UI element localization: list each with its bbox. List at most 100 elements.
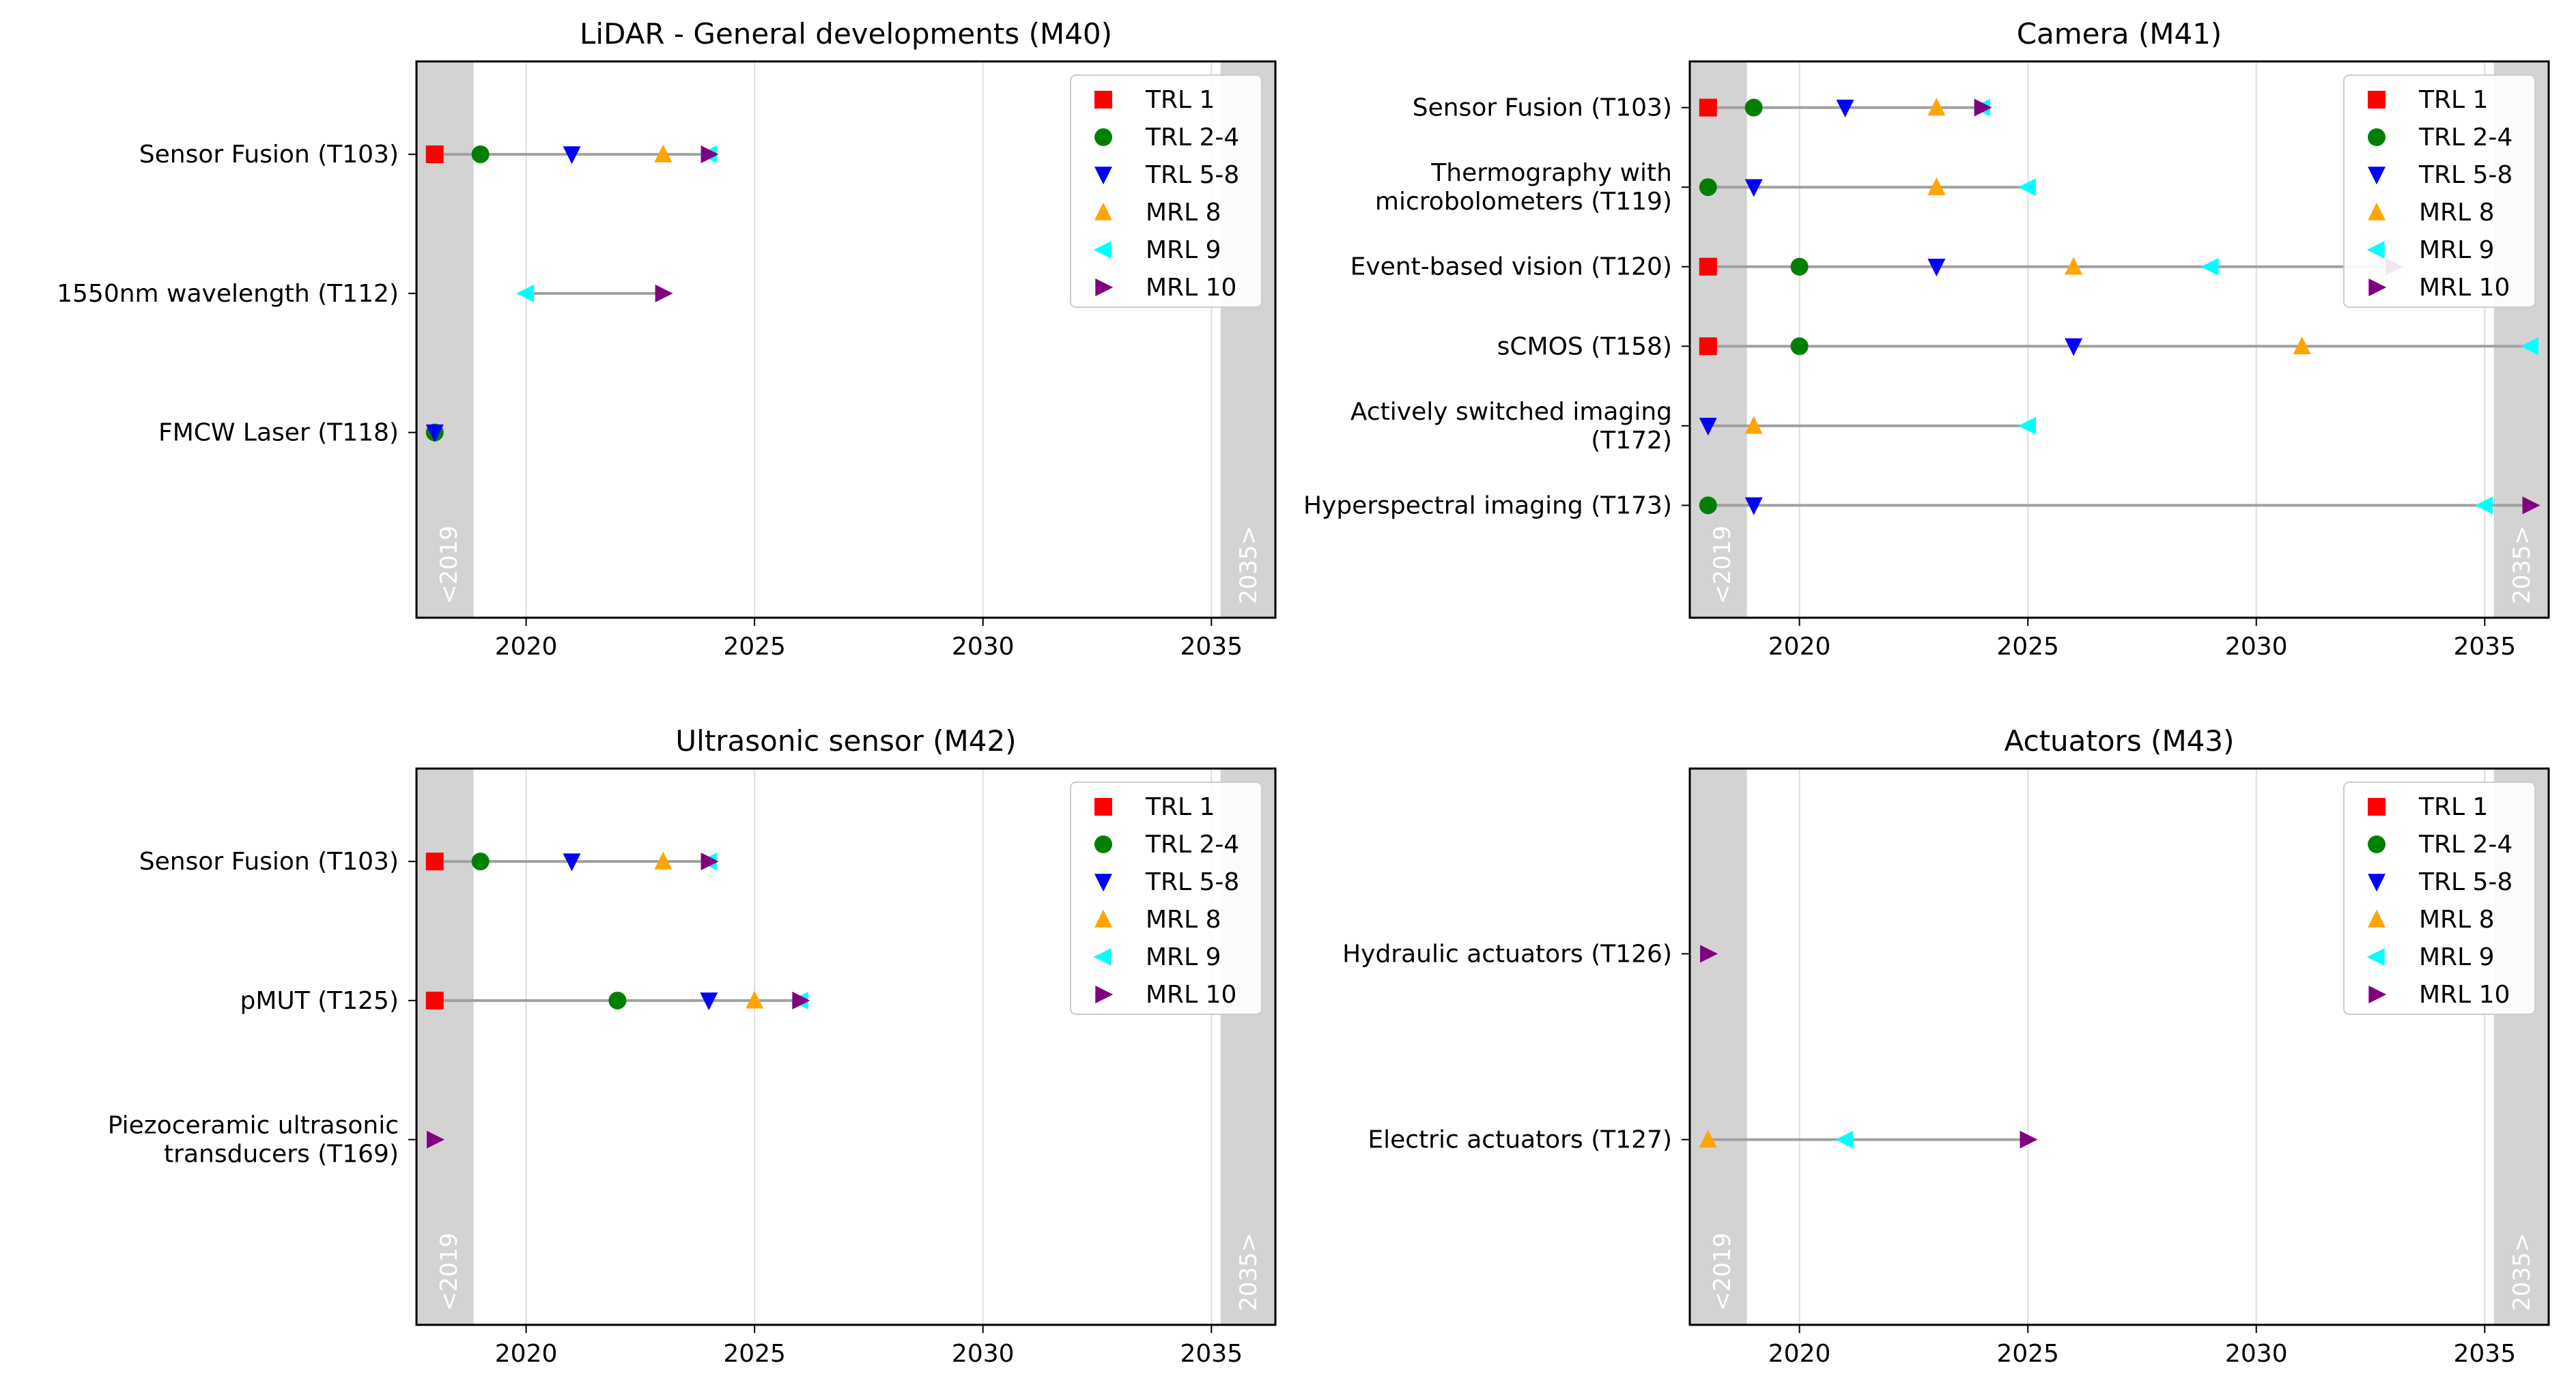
past-band <box>1690 769 1747 1325</box>
marker-mrl-8 <box>654 144 673 162</box>
band-label-left: <2019 <box>436 1233 463 1311</box>
marker-mrl-10 <box>1974 98 1992 117</box>
legend-marker-mrl-8 <box>2368 909 2386 928</box>
x-tick-label: 2035 <box>1180 633 1243 661</box>
marker-trl-1 <box>425 853 444 871</box>
legend-box <box>2343 74 2536 308</box>
panel-2: <2019 2035> Sensor Fusion (T103) Thermograp… <box>1303 17 2550 661</box>
marker-trl-2-4 <box>1790 337 1809 356</box>
row-label-line: Hyperspectral imaging (T173) <box>1303 491 1672 519</box>
marker-mrl-8 <box>1699 1130 1717 1148</box>
row-label: Sensor Fusion (T103) <box>139 848 399 876</box>
x-tick-label: 2025 <box>1996 633 2059 661</box>
marker-mrl-10 <box>2020 1130 2038 1149</box>
legend-label-mrl-8: MRL 8 <box>1146 199 1221 227</box>
legend-label-mrl-10: MRL 10 <box>1146 981 1236 1009</box>
marker-trl-5-8 <box>425 424 444 442</box>
panel-title: Actuators (M43) <box>2004 724 2234 758</box>
row-label: Electric actuators (T127) <box>1368 1126 1672 1154</box>
row-label-line: sCMOS (T158) <box>1497 332 1672 360</box>
legend-marker-trl-1 <box>1094 798 1112 816</box>
row-label-line: Event-based vision (T120) <box>1350 253 1672 281</box>
marker-mrl-10 <box>2522 496 2540 515</box>
x-tick-label: 2025 <box>723 1340 786 1368</box>
marker-trl-1 <box>425 991 444 1009</box>
marker-trl-5-8 <box>1836 99 1854 117</box>
panel-title: Camera (M41) <box>2017 17 2222 51</box>
legend-marker-mrl-10 <box>2368 986 2387 1003</box>
legend: TRL 1 TRL 2-4 TRL 5-8 MRL 8 MRL 9 MRL 10 <box>1070 74 1262 308</box>
row-label-line: pMUT (T125) <box>240 987 399 1015</box>
marker-mrl-9 <box>1835 1130 1854 1149</box>
row-label: Actively switched imaging (T172) <box>1350 398 1672 455</box>
marker-mrl-8 <box>2293 336 2311 354</box>
marker-mrl-9 <box>2520 337 2538 356</box>
marker-trl-2-4 <box>471 145 490 164</box>
marker-trl-2-4 <box>1744 98 1763 117</box>
marker-mrl-10 <box>700 145 719 164</box>
legend-label-trl-2-4: TRL 2-4 <box>2418 124 2513 152</box>
marker-mrl-9 <box>2475 496 2493 515</box>
x-tick-label: 2025 <box>723 633 786 661</box>
legend-marker-mrl-8 <box>1094 202 1112 220</box>
marker-mrl-9 <box>516 284 535 302</box>
row-label: 1550nm wavelength (T112) <box>57 280 399 308</box>
row-label: sCMOS (T158) <box>1497 332 1672 360</box>
legend-marker-mrl-8 <box>2368 202 2386 220</box>
row-label-line: Actively switched imaging <box>1350 398 1672 426</box>
x-tick-label: 2020 <box>1768 1340 1831 1368</box>
x-tick-label: 2030 <box>952 633 1015 661</box>
marker-trl-5-8 <box>2065 338 2083 356</box>
band-label-right: 2035> <box>1235 1233 1262 1311</box>
legend-label-trl-5-8: TRL 5-8 <box>1145 161 1239 189</box>
x-tick-label: 2030 <box>952 1340 1015 1368</box>
row-label-line: Sensor Fusion (T103) <box>139 848 399 876</box>
row-label-line: Hydraulic actuators (T126) <box>1342 940 1672 968</box>
marker-trl-5-8 <box>1699 418 1717 436</box>
legend-label-trl-2-4: TRL 2-4 <box>2418 831 2513 859</box>
marker-trl-5-8 <box>700 992 718 1011</box>
marker-mrl-10 <box>427 1130 445 1149</box>
row-label: pMUT (T125) <box>240 987 399 1015</box>
row-label-line: (T172) <box>1591 427 1672 455</box>
legend-marker-mrl-8 <box>1094 909 1112 928</box>
plot-frame <box>415 767 1277 1326</box>
legend-marker-mrl-10 <box>2368 278 2387 296</box>
legend: TRL 1 TRL 2-4 TRL 5-8 MRL 8 MRL 9 MRL 10 <box>2343 782 2536 1015</box>
marker-trl-2-4 <box>1699 496 1717 515</box>
x-tick-label: 2025 <box>1996 1340 2059 1368</box>
legend-label-mrl-10: MRL 10 <box>2419 274 2510 302</box>
marker-mrl-8 <box>2065 257 2083 275</box>
marker-trl-2-4 <box>608 991 627 1009</box>
legend-label-trl-2-4: TRL 2-4 <box>1145 124 1239 152</box>
legend-marker-trl-5-8 <box>1094 874 1112 892</box>
marker-mrl-10 <box>655 284 673 302</box>
marker-mrl-8 <box>746 990 764 1009</box>
legend-label-trl-1: TRL 1 <box>2418 793 2488 821</box>
legend-marker-trl-5-8 <box>1094 167 1112 185</box>
marker-mrl-8 <box>654 851 673 870</box>
marker-mrl-10 <box>700 853 719 871</box>
row-label-line: Piezoceramic ultrasonic <box>108 1112 399 1140</box>
legend-label-mrl-8: MRL 8 <box>2419 199 2494 227</box>
marker-trl-5-8 <box>1744 497 1763 515</box>
legend-label-mrl-9: MRL 9 <box>1146 943 1221 971</box>
legend-label-mrl-9: MRL 9 <box>2419 943 2494 971</box>
marker-mrl-10 <box>792 991 810 1009</box>
band-label-right: 2035> <box>2508 1233 2536 1311</box>
panel-3: <2019 2035> Sensor Fusion (T103) pMUT (T125… <box>108 724 1277 1368</box>
band-label-right: 2035> <box>2508 526 2536 604</box>
marker-mrl-8 <box>1744 416 1763 434</box>
marker-mrl-10 <box>1700 945 1718 963</box>
x-tick-label: 2035 <box>2454 1340 2517 1368</box>
row-label-line: FMCW Laser (T118) <box>158 419 399 447</box>
legend-marker-mrl-9 <box>2366 948 2385 966</box>
band-label-left: <2019 <box>1709 1233 1736 1311</box>
marker-mrl-9 <box>2018 178 2036 197</box>
marker-trl-2-4 <box>1790 257 1809 276</box>
legend-label-trl-5-8: TRL 5-8 <box>2418 868 2513 896</box>
legend-marker-trl-1 <box>2368 91 2386 109</box>
panel-title: LiDAR - General developments (M40) <box>580 17 1112 51</box>
marker-trl-5-8 <box>563 853 581 872</box>
marker-trl-5-8 <box>563 146 581 164</box>
